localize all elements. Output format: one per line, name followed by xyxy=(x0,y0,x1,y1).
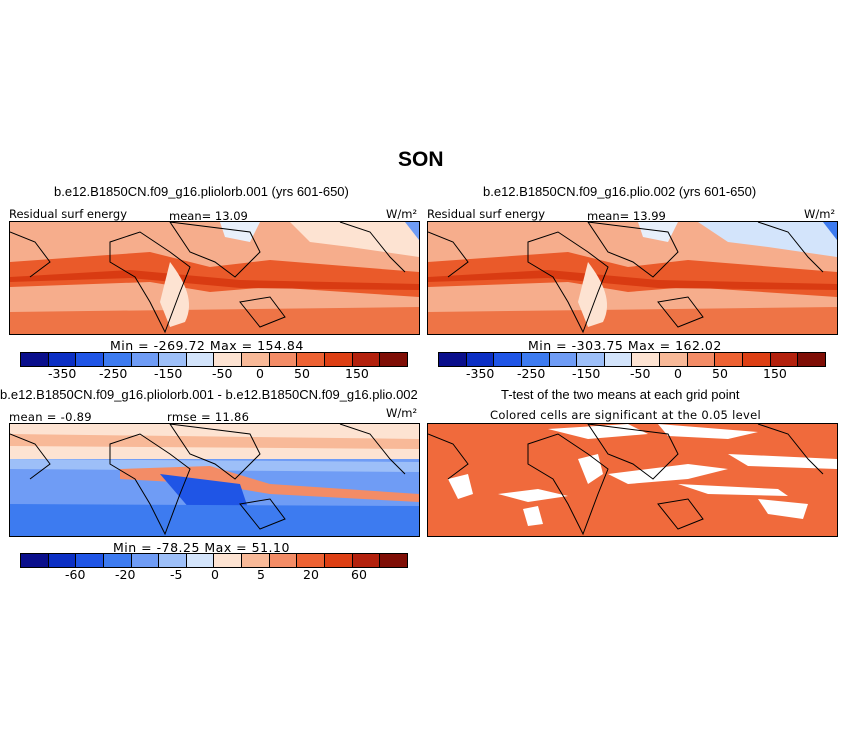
panel4-map xyxy=(427,423,838,537)
panel2-tick: -350 xyxy=(466,366,495,381)
colorbar-swatch xyxy=(214,554,243,567)
panel2-tick: 0 xyxy=(674,366,682,381)
colorbar-swatch xyxy=(549,353,578,366)
colorbar-swatch xyxy=(325,353,353,366)
panel2-map xyxy=(427,221,838,335)
colorbar-swatch xyxy=(21,554,49,567)
panel3-tick: -20 xyxy=(115,567,136,582)
colorbar-swatch xyxy=(159,554,187,567)
panel3-tick: 20 xyxy=(303,567,319,582)
colorbar-swatch xyxy=(159,353,187,366)
panel3-tick: -5 xyxy=(170,567,183,582)
panel3-units-label: W/m² xyxy=(386,406,418,420)
colorbar-swatch xyxy=(48,554,77,567)
colorbar-swatch xyxy=(687,353,716,366)
colorbar-swatch xyxy=(743,353,771,366)
panel1-tick: 50 xyxy=(294,366,310,381)
colorbar-swatch xyxy=(770,353,799,366)
figure-title: SON xyxy=(398,148,444,171)
panel2-variable-label: Residual surf energy xyxy=(427,207,546,221)
colorbar-swatch xyxy=(352,353,381,366)
colorbar-swatch xyxy=(521,353,550,366)
panel2-tick: -250 xyxy=(517,366,546,381)
panel3-colorbar xyxy=(20,553,408,568)
panel1-tick: -250 xyxy=(99,366,128,381)
panel3-tick: 60 xyxy=(351,567,367,582)
colorbar-swatch xyxy=(269,554,298,567)
panel3-tick: -60 xyxy=(65,567,86,582)
colorbar-swatch xyxy=(325,554,353,567)
panel1-variable-label: Residual surf energy xyxy=(9,207,128,221)
panel2-tick: 150 xyxy=(763,366,787,381)
colorbar-swatch xyxy=(380,353,407,366)
panel2-map-svg xyxy=(428,222,837,334)
panel3-rmse-label: rmse = 11.86 xyxy=(167,410,250,424)
panel1-units-label: W/m² xyxy=(386,207,418,221)
panel2-title: b.e12.B1850CN.f09_g16.plio.002 (yrs 601-… xyxy=(483,184,757,199)
panel3-tick: 5 xyxy=(257,567,265,582)
colorbar-swatch xyxy=(76,353,104,366)
panel1-mean-label: mean= 13.09 xyxy=(169,209,248,223)
panel2-tick: -150 xyxy=(572,366,601,381)
panel3-map-svg xyxy=(10,424,419,536)
colorbar-swatch xyxy=(352,554,381,567)
colorbar-swatch xyxy=(131,554,160,567)
colorbar-swatch xyxy=(186,353,215,366)
panel4-map-svg xyxy=(428,424,837,536)
colorbar-swatch xyxy=(380,554,407,567)
panel1-title: b.e12.B1850CN.f09_g16.pliolorb.001 (yrs … xyxy=(54,184,349,199)
panel1-tick: -150 xyxy=(154,366,183,381)
colorbar-swatch xyxy=(103,353,132,366)
colorbar-swatch xyxy=(242,554,270,567)
colorbar-swatch xyxy=(577,353,605,366)
panel1-map-svg xyxy=(10,222,419,334)
colorbar-swatch xyxy=(131,353,160,366)
colorbar-swatch xyxy=(269,353,298,366)
panel4-title: T-test of the two means at each grid poi… xyxy=(501,387,740,402)
panel1-map xyxy=(9,221,420,335)
colorbar-swatch xyxy=(632,353,661,366)
panel4-subtitle: Colored cells are significant at the 0.0… xyxy=(490,408,761,422)
panel2-tick: -50 xyxy=(630,366,651,381)
panel1-colorbar xyxy=(20,352,408,367)
panel2-colorbar xyxy=(438,352,826,367)
panel3-mean-label: mean = -0.89 xyxy=(9,410,92,424)
colorbar-swatch xyxy=(494,353,522,366)
colorbar-swatch xyxy=(297,554,326,567)
colorbar-swatch xyxy=(715,353,744,366)
colorbar-swatch xyxy=(76,554,104,567)
colorbar-swatch xyxy=(186,554,215,567)
colorbar-swatch xyxy=(214,353,243,366)
colorbar-swatch xyxy=(798,353,825,366)
panel3-map xyxy=(9,423,420,537)
colorbar-swatch xyxy=(242,353,270,366)
panel1-minmax: Min = -269.72 Max = 154.84 xyxy=(110,338,304,353)
panel1-tick: -50 xyxy=(212,366,233,381)
colorbar-swatch xyxy=(660,353,688,366)
panel3-minmax: Min = -78.25 Max = 51.10 xyxy=(113,540,290,555)
colorbar-swatch xyxy=(48,353,77,366)
panel1-tick: 0 xyxy=(256,366,264,381)
panel2-tick: 50 xyxy=(712,366,728,381)
colorbar-swatch xyxy=(21,353,49,366)
colorbar-swatch xyxy=(604,353,633,366)
colorbar-swatch xyxy=(103,554,132,567)
panel2-mean-label: mean= 13.99 xyxy=(587,209,666,223)
panel3-tick: 0 xyxy=(211,567,219,582)
panel1-tick: 150 xyxy=(345,366,369,381)
colorbar-swatch xyxy=(466,353,495,366)
panel3-title: b.e12.B1850CN.f09_g16.pliolorb.001 - b.e… xyxy=(0,387,418,402)
panel2-units-label: W/m² xyxy=(804,207,836,221)
panel1-tick: -350 xyxy=(48,366,77,381)
colorbar-swatch xyxy=(297,353,326,366)
colorbar-swatch xyxy=(439,353,467,366)
panel2-minmax: Min = -303.75 Max = 162.02 xyxy=(528,338,722,353)
